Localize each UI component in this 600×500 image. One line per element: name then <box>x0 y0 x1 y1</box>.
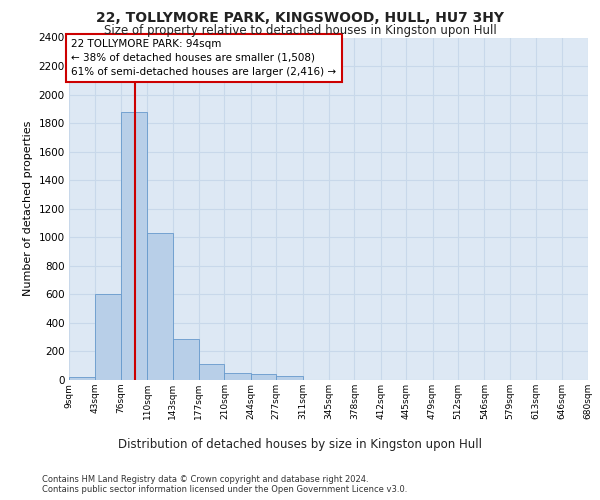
Bar <box>251 374 276 380</box>
Text: Size of property relative to detached houses in Kingston upon Hull: Size of property relative to detached ho… <box>104 24 496 37</box>
Text: 22 TOLLYMORE PARK: 94sqm
← 38% of detached houses are smaller (1,508)
61% of sem: 22 TOLLYMORE PARK: 94sqm ← 38% of detach… <box>71 39 337 77</box>
Bar <box>173 340 199 380</box>
Bar <box>147 233 173 380</box>
Bar <box>199 364 224 380</box>
Text: Distribution of detached houses by size in Kingston upon Hull: Distribution of detached houses by size … <box>118 438 482 451</box>
Bar <box>276 376 302 380</box>
Text: Contains HM Land Registry data © Crown copyright and database right 2024.: Contains HM Land Registry data © Crown c… <box>42 475 368 484</box>
Bar <box>121 112 147 380</box>
Text: Contains public sector information licensed under the Open Government Licence v3: Contains public sector information licen… <box>42 485 407 494</box>
Y-axis label: Number of detached properties: Number of detached properties <box>23 121 33 296</box>
Bar <box>95 294 121 380</box>
Bar <box>69 377 95 380</box>
Text: 22, TOLLYMORE PARK, KINGSWOOD, HULL, HU7 3HY: 22, TOLLYMORE PARK, KINGSWOOD, HULL, HU7… <box>96 11 504 25</box>
Bar <box>224 373 251 380</box>
